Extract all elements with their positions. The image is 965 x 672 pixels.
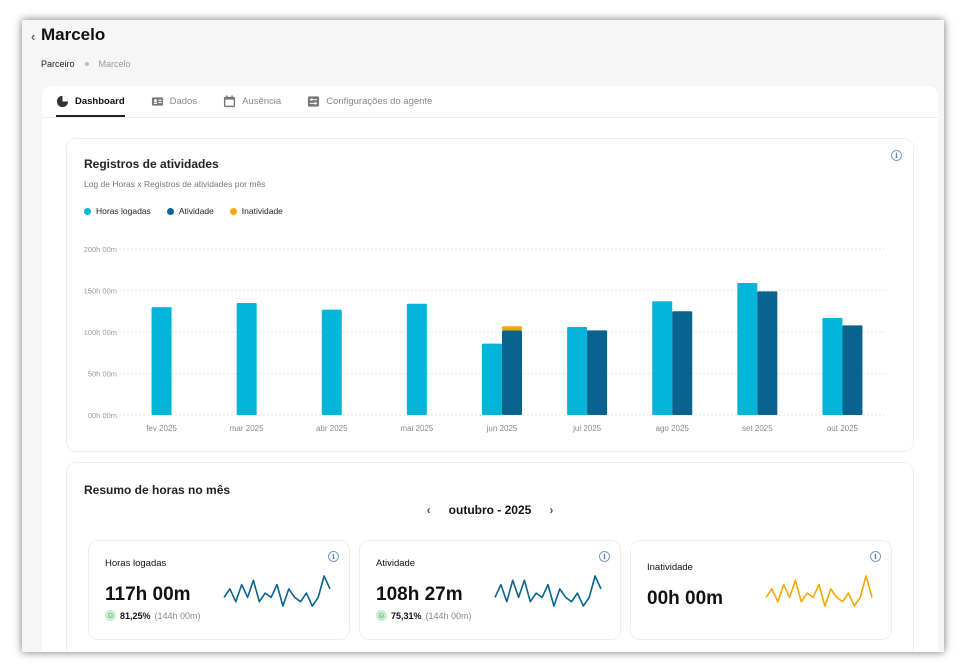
info-icon[interactable]: i — [599, 551, 610, 562]
card-title: Registros de atividades — [84, 157, 219, 171]
tab-dados[interactable]: Dados — [151, 86, 197, 117]
monthly-summary-card: Resumo de horas no mês ‹ outubro - 2025 … — [66, 462, 914, 652]
y-tick-label: 50h 00m — [88, 370, 117, 379]
stat-pct-reference: (144h 00m) — [154, 610, 201, 621]
stat-label: Inatividade — [647, 562, 693, 573]
tab-label: Ausência — [242, 96, 282, 107]
bar-horas-logadas — [406, 303, 427, 415]
sparkline-chart — [223, 575, 331, 607]
tab-label: Configurações do agente — [326, 96, 433, 107]
sparkline-path — [223, 575, 331, 607]
x-tick-label: mai 2025 — [400, 424, 433, 433]
stat-value: 117h 00m — [105, 584, 191, 605]
activity-bar-chart: 00h 00m 50h 00m 100h 00m 150h 00m 200h 00m fe… — [84, 245, 885, 433]
breadcrumb-parent[interactable]: Parceiro — [41, 59, 75, 69]
tab-configuracoes[interactable]: Configurações do agente — [307, 86, 432, 117]
bar-horas-logadas — [737, 283, 758, 415]
chart-legend: Horas logadas Atividade Inatividade — [84, 206, 283, 216]
legend-label: Horas logadas — [96, 206, 151, 216]
x-tick-label: fev 2025 — [146, 424, 177, 433]
stat-label: Atividade — [376, 558, 416, 569]
bar-horas-logadas — [236, 302, 257, 415]
stat-percentage: ☺ 81,25% (144h 00m) — [105, 610, 201, 621]
breadcrumb-current: Marcelo — [98, 59, 131, 69]
bar-atividade — [672, 311, 693, 415]
x-tick-label: set 2025 — [742, 424, 773, 433]
tab-bar: Dashboard Dados Ausência Configurações d… — [56, 86, 432, 117]
smile-icon: ☺ — [376, 610, 387, 621]
id-card-icon — [151, 97, 163, 106]
legend-item: Inatividade — [229, 206, 283, 216]
month-navigator: ‹ outubro - 2025 › — [67, 503, 913, 517]
bar-horas-logadas — [652, 301, 673, 415]
legend-swatch-icon — [166, 207, 174, 215]
legend-item: Atividade — [166, 206, 214, 216]
next-month-button[interactable]: › — [549, 503, 554, 517]
calendar-icon — [224, 95, 236, 108]
stat-value: 00h 00m — [647, 588, 724, 609]
sparkline-path — [765, 575, 873, 607]
smile-icon: ☺ — [105, 610, 116, 621]
bar-atividade — [587, 330, 608, 415]
bar-atividade — [757, 291, 778, 415]
stat-pct-reference: (144h 00m) — [425, 610, 472, 621]
info-icon[interactable]: i — [328, 551, 339, 562]
y-tick-label: 100h 00m — [84, 328, 117, 337]
y-tick-label: 00h 00m — [88, 411, 117, 420]
tab-ausencia[interactable]: Ausência — [223, 86, 281, 117]
sparkline-chart — [765, 575, 873, 607]
x-tick-label: jun 2025 — [486, 424, 518, 433]
legend-swatch-icon — [229, 207, 237, 215]
app-window: ‹ Marcelo Parceiro Marcelo Dashboard Dad… — [22, 20, 944, 652]
x-tick-label: ago 2025 — [656, 424, 690, 433]
legend-swatch-icon — [84, 207, 91, 215]
x-tick-label: jul 2025 — [572, 424, 602, 433]
x-tick-label: abr 2025 — [316, 424, 348, 433]
x-tick-label: out 2025 — [827, 424, 859, 433]
tab-label: Dashboard — [75, 96, 125, 107]
month-label: outubro - 2025 — [448, 503, 532, 517]
bar-horas-logadas — [321, 309, 342, 415]
back-arrow-icon[interactable]: ‹ — [31, 29, 36, 44]
breadcrumb: Parceiro Marcelo — [41, 59, 131, 69]
bar-atividade — [502, 330, 522, 415]
sparkline-chart — [494, 575, 602, 607]
stat-pct-value: 75,31% — [391, 610, 422, 621]
tab-dashboard[interactable]: Dashboard — [56, 86, 125, 117]
breadcrumb-separator-icon — [84, 62, 89, 66]
prev-month-button[interactable]: ‹ — [426, 503, 431, 517]
bar-atividade — [842, 325, 863, 415]
card-subtitle: Log de Horas x Registros de atividades p… — [84, 179, 266, 189]
legend-label: Inatividade — [241, 206, 283, 216]
stat-pct-value: 81,25% — [120, 610, 151, 621]
y-tick-label: 150h 00m — [84, 287, 117, 296]
main-panel: Dashboard Dados Ausência Configurações d… — [42, 86, 938, 652]
x-tick-label: mar 2025 — [230, 424, 264, 433]
stat-card-inatividade: Inatividade i 00h 00m — [630, 540, 892, 640]
bar-horas-logadas — [822, 317, 843, 415]
bar-inatividade — [502, 326, 522, 331]
info-icon[interactable]: i — [870, 551, 881, 562]
pie-chart-icon — [56, 95, 69, 108]
settings-sliders-icon — [308, 96, 320, 107]
y-tick-label: 200h 00m — [84, 245, 117, 254]
stat-card-horas-logadas: Horas logadas i 117h 00m ☺ 81,25% (144h … — [88, 540, 350, 640]
legend-item: Horas logadas — [84, 206, 151, 216]
tab-label: Dados — [169, 96, 198, 107]
card-title: Resumo de horas no mês — [84, 483, 231, 497]
bar-horas-logadas — [567, 327, 588, 415]
stat-value: 108h 27m — [376, 584, 463, 605]
tab-divider — [42, 117, 938, 118]
activity-records-card: Registros de atividades Log de Horas x R… — [66, 138, 914, 452]
stat-label: Horas logadas — [105, 558, 167, 569]
info-icon[interactable]: i — [891, 150, 902, 161]
bar-horas-logadas — [151, 307, 172, 415]
stat-card-atividade: Atividade i 108h 27m ☺ 75,31% (144h 00m) — [359, 540, 621, 640]
bar-horas-logadas — [482, 343, 502, 415]
stat-percentage: ☺ 75,31% (144h 00m) — [376, 610, 472, 621]
page-title: Marcelo — [41, 25, 106, 44]
legend-label: Atividade — [178, 206, 214, 216]
sparkline-path — [494, 575, 602, 607]
